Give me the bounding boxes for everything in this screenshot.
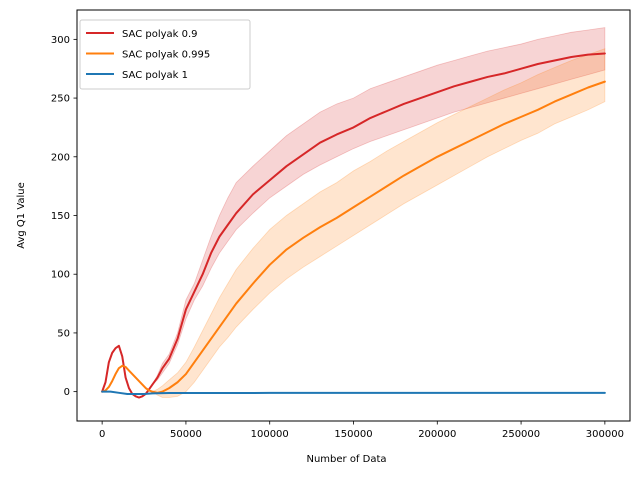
- y-tick-label: 0: [64, 387, 70, 398]
- legend-label-sac-polyak-0-995: SAC polyak 0.995: [122, 50, 210, 61]
- line-sac-polyak-0-9: [101, 52, 606, 399]
- y-tick-label: 50: [57, 328, 70, 339]
- x-tick-label: 200000: [418, 429, 456, 440]
- line-sac-polyak-1: [101, 390, 606, 395]
- x-tick-label: 0: [99, 429, 105, 440]
- x-tick-label: 100000: [251, 429, 289, 440]
- legend-label-sac-polyak-1: SAC polyak 1: [122, 70, 188, 81]
- legend: SAC polyak 0.9 SAC polyak 0.995 SAC polyak…: [79, 19, 251, 90]
- y-axis-label: Avg Q1 Value: [16, 182, 27, 249]
- y-tick-label: 150: [51, 211, 70, 222]
- y-axis-ticks: 0 50 100 150 200 250 300: [51, 35, 77, 398]
- y-tick-label: 200: [51, 152, 70, 163]
- line-sac-polyak-0-995: [101, 80, 606, 394]
- x-tick-label: 150000: [334, 429, 372, 440]
- legend-box: [79, 19, 251, 90]
- x-axis-label: Number of Data: [306, 454, 386, 465]
- x-tick-label: 300000: [586, 429, 624, 440]
- band-sac-polyak-0-9: [101, 27, 606, 398]
- x-tick-label: 250000: [502, 429, 540, 440]
- x-axis-ticks: 0 50000 100000 150000 200000 250000 300000: [99, 421, 624, 440]
- series-lines: [101, 52, 606, 399]
- y-tick-label: 250: [51, 94, 70, 105]
- x-tick-label: 50000: [170, 429, 202, 440]
- y-tick-label: 300: [51, 35, 70, 46]
- legend-label-sac-polyak-0-9: SAC polyak 0.9: [122, 29, 198, 40]
- y-tick-label: 100: [51, 270, 70, 281]
